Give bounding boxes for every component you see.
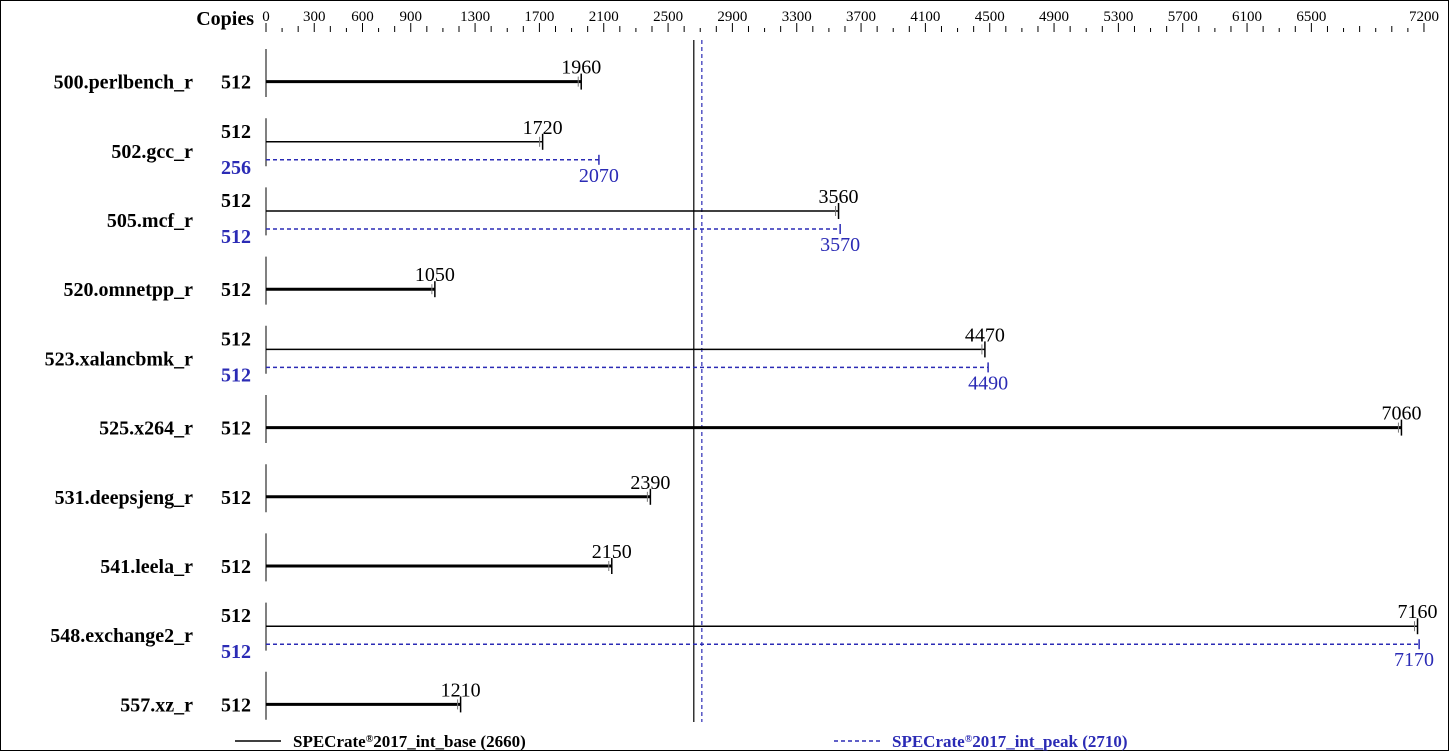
benchmark-name: 505.mcf_r (107, 210, 193, 232)
x-tick-label: 1700 (524, 9, 554, 25)
x-tick-label: 4100 (910, 9, 940, 25)
peak-copies: 512 (221, 226, 251, 248)
peak-copies: 256 (221, 157, 251, 179)
x-tick-label: 900 (399, 9, 422, 25)
base-copies: 512 (221, 487, 251, 509)
peak-value-label: 7170 (1394, 649, 1434, 671)
x-tick-label: 2100 (589, 9, 619, 25)
base-copies: 512 (221, 121, 251, 143)
copies-header: Copies (196, 8, 254, 30)
benchmark-name: 541.leela_r (100, 556, 193, 578)
base-value-label: 1050 (415, 264, 455, 286)
base-copies: 512 (221, 328, 251, 350)
base-copies: 512 (221, 190, 251, 212)
x-tick-label: 3300 (782, 9, 812, 25)
base-copies: 512 (221, 694, 251, 716)
base-value-label: 7060 (1381, 403, 1421, 425)
base-value-label: 1720 (523, 117, 563, 139)
benchmark-name: 557.xz_r (120, 694, 193, 716)
x-tick-label: 7200 (1409, 9, 1439, 25)
x-tick-label: 1300 (460, 9, 490, 25)
x-tick-label: 5300 (1103, 9, 1133, 25)
benchmark-name: 531.deepsjeng_r (55, 487, 193, 509)
base-value-label: 4470 (965, 324, 1005, 346)
x-tick-label: 2900 (717, 9, 747, 25)
base-copies: 512 (221, 72, 251, 94)
base-copies: 512 (221, 605, 251, 627)
base-copies: 512 (221, 418, 251, 440)
base-value-label: 2390 (630, 472, 670, 494)
x-tick-label: 6100 (1232, 9, 1262, 25)
peak-value-label: 4490 (968, 372, 1008, 394)
x-tick-label: 6500 (1296, 9, 1326, 25)
base-value-label: 7160 (1398, 601, 1438, 623)
peak-value-label: 3570 (820, 234, 860, 256)
legend-base-label: SPECrate®2017_int_base (2660) (293, 732, 526, 751)
base-value-label: 1960 (561, 57, 601, 79)
benchmark-name: 502.gcc_r (111, 141, 193, 163)
base-copies: 512 (221, 279, 251, 301)
x-tick-label: 5700 (1168, 9, 1198, 25)
base-value-label: 3560 (819, 186, 859, 208)
benchmark-name: 500.perlbench_r (54, 72, 194, 94)
benchmark-name: 525.x264_r (99, 418, 193, 440)
base-value-label: 2150 (592, 541, 632, 563)
x-tick-label: 4900 (1039, 9, 1069, 25)
benchmark-name: 523.xalancbmk_r (45, 348, 193, 370)
x-tick-label: 600 (351, 9, 374, 25)
base-copies: 512 (221, 556, 251, 578)
peak-copies: 512 (221, 641, 251, 663)
base-value-label: 1210 (441, 679, 481, 701)
x-tick-label: 2500 (653, 9, 683, 25)
x-tick-label: 3700 (846, 9, 876, 25)
legend-peak-label: SPECrate®2017_int_peak (2710) (892, 732, 1128, 751)
peak-copies: 512 (221, 364, 251, 386)
x-tick-label: 300 (303, 9, 326, 25)
benchmark-name: 520.omnetpp_r (64, 279, 194, 301)
x-tick-label: 0 (262, 9, 270, 25)
peak-value-label: 2070 (579, 165, 619, 187)
benchmark-name: 548.exchange2_r (50, 625, 193, 647)
x-tick-label: 4500 (975, 9, 1005, 25)
